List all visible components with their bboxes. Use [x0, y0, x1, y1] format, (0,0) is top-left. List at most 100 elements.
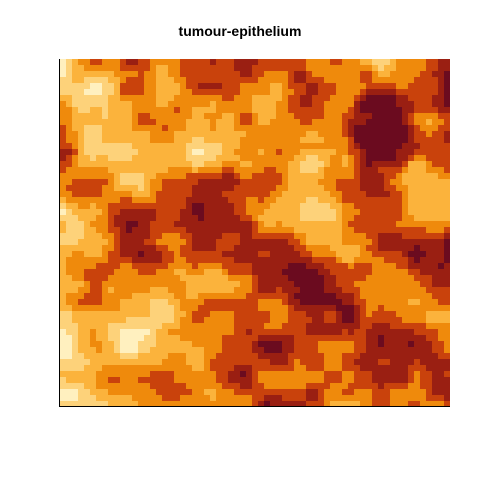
- texture-pixel: [354, 275, 360, 281]
- texture-pixel: [390, 215, 396, 221]
- texture-pixel: [204, 131, 210, 137]
- texture-pixel: [330, 113, 336, 119]
- texture-pixel: [384, 233, 390, 239]
- texture-pixel: [396, 95, 402, 101]
- texture-pixel: [246, 323, 252, 329]
- texture-pixel: [168, 113, 174, 119]
- texture-pixel: [150, 251, 156, 257]
- texture-pixel: [396, 197, 402, 203]
- texture-pixel: [84, 293, 90, 299]
- texture-pixel: [108, 323, 114, 329]
- texture-pixel: [336, 119, 342, 125]
- texture-pixel: [444, 209, 450, 215]
- texture-pixel: [342, 89, 348, 95]
- texture-pixel: [384, 281, 390, 287]
- texture-pixel: [174, 365, 180, 371]
- texture-pixel: [390, 299, 396, 305]
- texture-pixel: [198, 365, 204, 371]
- texture-pixel: [330, 83, 336, 89]
- texture-pixel: [264, 227, 270, 233]
- texture-pixel: [126, 281, 132, 287]
- texture-pixel: [366, 107, 372, 113]
- texture-pixel: [66, 401, 72, 406]
- texture-pixel: [438, 131, 444, 137]
- texture-pixel: [180, 233, 186, 239]
- texture-pixel: [318, 185, 324, 191]
- texture-pixel: [252, 287, 258, 293]
- texture-pixel: [312, 359, 318, 365]
- texture-pixel: [330, 131, 336, 137]
- texture-pixel: [96, 269, 102, 275]
- texture-pixel: [420, 233, 426, 239]
- texture-pixel: [186, 89, 192, 95]
- texture-pixel: [420, 401, 426, 406]
- texture-pixel: [402, 371, 408, 377]
- texture-pixel: [258, 239, 264, 245]
- texture-pixel: [150, 143, 156, 149]
- texture-pixel: [234, 59, 240, 65]
- texture-pixel: [78, 287, 84, 293]
- texture-pixel: [60, 395, 66, 401]
- texture-pixel: [102, 185, 108, 191]
- texture-pixel: [168, 377, 174, 383]
- texture-pixel: [402, 173, 408, 179]
- texture-pixel: [282, 83, 288, 89]
- texture-pixel: [234, 359, 240, 365]
- texture-pixel: [234, 335, 240, 341]
- texture-pixel: [264, 401, 270, 406]
- texture-pixel: [66, 107, 72, 113]
- texture-pixel: [384, 125, 390, 131]
- texture-pixel: [234, 203, 240, 209]
- texture-pixel: [168, 137, 174, 143]
- texture-pixel: [204, 101, 210, 107]
- texture-pixel: [132, 71, 138, 77]
- texture-pixel: [270, 191, 276, 197]
- texture-pixel: [90, 233, 96, 239]
- texture-pixel: [102, 353, 108, 359]
- texture-pixel: [390, 317, 396, 323]
- texture-pixel: [216, 383, 222, 389]
- texture-pixel: [228, 389, 234, 395]
- texture-pixel: [342, 107, 348, 113]
- texture-pixel: [222, 335, 228, 341]
- texture-pixel: [234, 353, 240, 359]
- texture-pixel: [300, 395, 306, 401]
- texture-pixel: [114, 173, 120, 179]
- texture-pixel: [312, 377, 318, 383]
- texture-pixel: [312, 179, 318, 185]
- texture-pixel: [60, 359, 66, 365]
- texture-pixel: [210, 317, 216, 323]
- texture-pixel: [210, 287, 216, 293]
- texture-pixel: [330, 77, 336, 83]
- texture-pixel: [60, 215, 66, 221]
- texture-pixel: [342, 113, 348, 119]
- texture-pixel: [96, 341, 102, 347]
- texture-pixel: [300, 305, 306, 311]
- texture-pixel: [324, 185, 330, 191]
- texture-pixel: [420, 83, 426, 89]
- texture-pixel: [366, 161, 372, 167]
- texture-pixel: [378, 185, 384, 191]
- texture-pixel: [210, 353, 216, 359]
- texture-pixel: [282, 209, 288, 215]
- texture-pixel: [336, 239, 342, 245]
- texture-pixel: [378, 143, 384, 149]
- texture-pixel: [354, 167, 360, 173]
- texture-pixel: [426, 71, 432, 77]
- texture-pixel: [246, 167, 252, 173]
- texture-pixel: [324, 239, 330, 245]
- texture-pixel: [84, 347, 90, 353]
- texture-pixel: [420, 167, 426, 173]
- texture-pixel: [438, 65, 444, 71]
- texture-pixel: [348, 359, 354, 365]
- texture-pixel: [186, 137, 192, 143]
- texture-pixel: [150, 65, 156, 71]
- texture-pixel: [318, 245, 324, 251]
- texture-pixel: [246, 161, 252, 167]
- texture-pixel: [354, 161, 360, 167]
- texture-pixel: [150, 305, 156, 311]
- texture-pixel: [324, 353, 330, 359]
- texture-pixel: [222, 179, 228, 185]
- texture-pixel: [168, 269, 174, 275]
- texture-pixel: [396, 257, 402, 263]
